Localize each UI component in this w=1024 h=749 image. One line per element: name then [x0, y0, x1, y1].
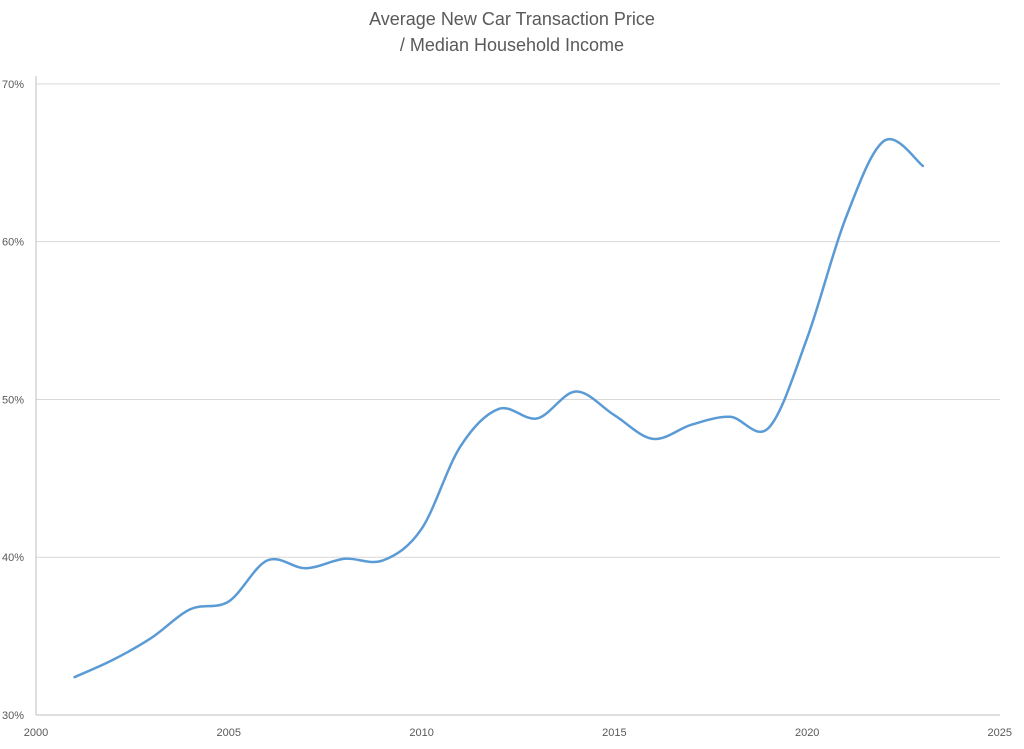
data-point-2007 [305, 567, 307, 569]
data-point-2011 [459, 446, 461, 448]
series-line-0 [73, 137, 925, 679]
chart-title-line-2: / Median Household Income [400, 35, 624, 55]
data-point-2001 [73, 676, 75, 678]
data-point-2020 [806, 337, 808, 339]
y-axis-tick-labels: 30% 40% 50% 60% 70% [2, 79, 24, 722]
data-point-2019 [767, 427, 769, 429]
y-tick-label: 60% [2, 237, 24, 249]
data-point-2015 [613, 414, 615, 416]
data-point-2016 [652, 438, 654, 440]
x-tick-label: 2000 [24, 727, 48, 739]
y-tick-label: 50% [2, 394, 24, 406]
data-point-2003 [150, 636, 152, 638]
x-tick-label: 2015 [602, 727, 626, 739]
x-tick-label: 2010 [409, 727, 433, 739]
data-point-2014 [575, 390, 577, 392]
y-tick-label: 30% [2, 710, 24, 722]
data-point-2021 [845, 217, 847, 219]
data-point-2023 [922, 165, 924, 167]
data-point-2012 [498, 408, 500, 410]
x-tick-label: 2025 [988, 727, 1012, 739]
data-point-2009 [382, 559, 384, 561]
data-point-2006 [266, 559, 268, 561]
gridlines [36, 83, 1000, 558]
data-point-2004 [189, 608, 191, 610]
series-layer [73, 137, 925, 679]
x-tick-label: 2020 [795, 727, 819, 739]
x-tick-label: 2005 [217, 727, 241, 739]
y-tick-label: 40% [2, 552, 24, 564]
data-point-2022 [883, 139, 885, 141]
data-point-2010 [420, 528, 422, 530]
chart-title-line-1: Average New Car Transaction Price [369, 9, 655, 29]
axes [35, 76, 1000, 716]
x-axis-tick-labels: 2000 2005 2010 2015 2020 2025 [24, 727, 1012, 739]
data-point-2017 [690, 423, 692, 425]
data-point-2008 [343, 558, 345, 560]
data-point-2013 [536, 417, 538, 419]
data-point-2005 [228, 600, 230, 602]
data-point-2018 [729, 416, 731, 418]
data-point-2002 [112, 659, 114, 661]
y-tick-label: 70% [2, 79, 24, 91]
